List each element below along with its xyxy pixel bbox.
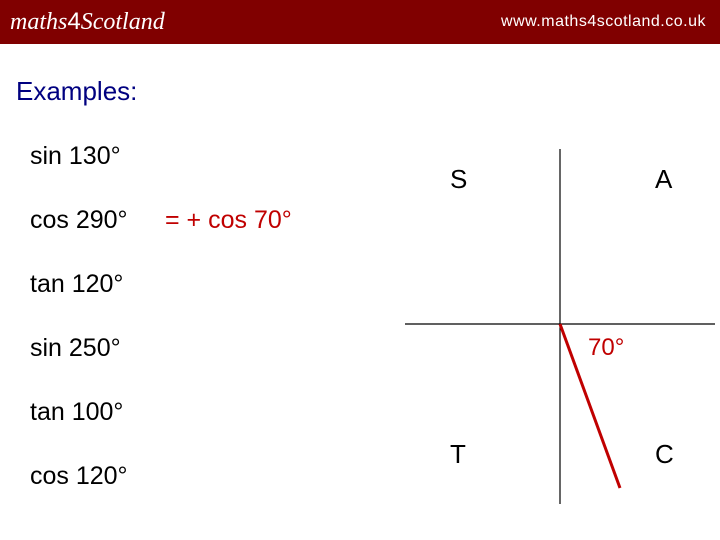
quadrant-s: S [450,164,467,195]
expr-sin-250: sin 250° [30,334,121,363]
quadrant-a: A [655,164,672,195]
brand-scotland: Scotland [81,9,165,35]
answer-cos-290: = + cos 70° [165,206,292,235]
section-title: Examples: [16,76,137,107]
expr-tan-120: tan 120° [30,270,123,299]
brand-maths: maths [10,9,67,35]
expr-cos-290: cos 290° [30,206,128,235]
quadrant-c: C [655,439,674,470]
quadrant-t: T [450,439,466,470]
brand: maths4Scotland [10,8,165,36]
expr-cos-120: cos 120° [30,462,128,491]
expr-tan-100: tan 100° [30,398,123,427]
header-bar: maths4Scotland www.maths4scotland.co.uk [0,0,720,44]
angle-70: 70° [588,334,624,362]
brand-four: 4 [67,8,80,35]
slide-content: Examples: sin 130° cos 290° tan 120° sin… [0,44,720,540]
expr-sin-130: sin 130° [30,142,121,171]
site-url: www.maths4scotland.co.uk [501,13,706,31]
